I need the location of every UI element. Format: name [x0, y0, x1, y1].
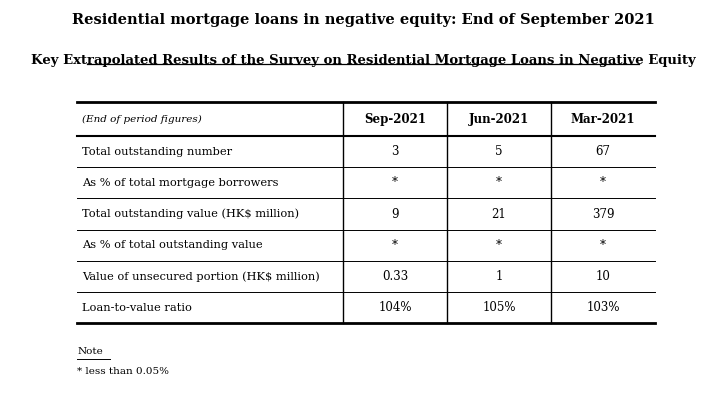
Text: *: *: [392, 177, 398, 190]
Text: 0.33: 0.33: [382, 270, 408, 283]
Text: 103%: 103%: [586, 301, 620, 314]
Text: *: *: [600, 177, 606, 190]
Text: *: *: [600, 239, 606, 252]
Text: Jun-2021: Jun-2021: [469, 113, 529, 126]
Text: 3: 3: [391, 145, 399, 158]
Text: 9: 9: [391, 208, 399, 221]
Text: Loan-to-value ratio: Loan-to-value ratio: [81, 303, 192, 313]
Text: Residential mortgage loans in negative equity: End of September 2021: Residential mortgage loans in negative e…: [72, 13, 654, 28]
Text: *: *: [392, 239, 398, 252]
Text: *: *: [496, 239, 502, 252]
Text: 1: 1: [495, 270, 502, 283]
Text: Note: Note: [77, 347, 103, 356]
Text: (End of period figures): (End of period figures): [81, 115, 201, 124]
Text: Total outstanding number: Total outstanding number: [81, 147, 232, 157]
Text: Sep-2021: Sep-2021: [364, 113, 426, 126]
Text: Key Extrapolated Results of the Survey on Residential Mortgage Loans in Negative: Key Extrapolated Results of the Survey o…: [30, 54, 696, 67]
Text: Mar-2021: Mar-2021: [571, 113, 635, 126]
Text: Total outstanding value (HK$ million): Total outstanding value (HK$ million): [81, 209, 299, 220]
Text: 104%: 104%: [378, 301, 412, 314]
Text: * less than 0.05%: * less than 0.05%: [77, 367, 169, 375]
Text: 10: 10: [595, 270, 611, 283]
Text: 67: 67: [595, 145, 611, 158]
Text: 105%: 105%: [482, 301, 515, 314]
Text: Value of unsecured portion (HK$ million): Value of unsecured portion (HK$ million): [81, 271, 319, 282]
Text: 379: 379: [592, 208, 614, 221]
Text: As % of total mortgage borrowers: As % of total mortgage borrowers: [81, 178, 278, 188]
Text: As % of total outstanding value: As % of total outstanding value: [81, 240, 262, 250]
Text: *: *: [496, 177, 502, 190]
Text: 21: 21: [492, 208, 506, 221]
Text: 5: 5: [495, 145, 502, 158]
